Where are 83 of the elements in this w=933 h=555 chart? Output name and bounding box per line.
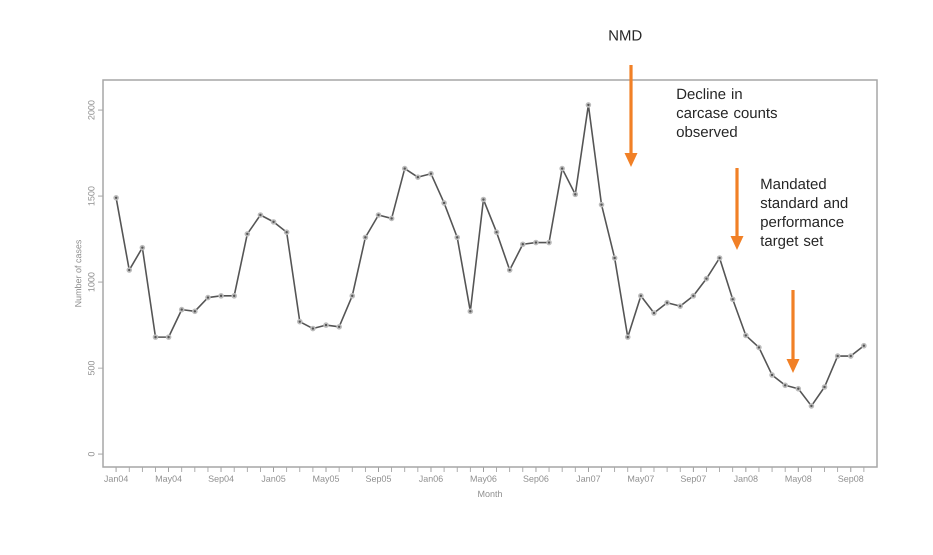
x-tick-label: May05 — [313, 476, 340, 484]
x-tick-label: Sep06 — [523, 476, 548, 484]
point — [441, 200, 447, 206]
point — [310, 326, 316, 332]
point — [822, 384, 828, 390]
y-tick-label: 1500 — [88, 186, 94, 206]
y-tick-label: 2000 — [88, 100, 94, 120]
point — [612, 255, 618, 261]
point — [376, 212, 382, 218]
point — [795, 386, 802, 392]
x-tick-label: May07 — [628, 476, 654, 484]
point — [284, 229, 290, 236]
point — [546, 240, 552, 246]
x-tick-label: May06 — [470, 476, 497, 484]
point — [244, 231, 250, 237]
point — [349, 293, 356, 299]
x-tick-label: May08 — [786, 476, 812, 484]
point — [638, 293, 644, 299]
x-tick-label: Sep05 — [366, 476, 392, 484]
y-axis-title: Number of cases — [74, 240, 82, 307]
x-axis-title: Month — [478, 490, 502, 498]
point — [270, 219, 276, 225]
annotation: Mandated standard and performance target set — [760, 178, 848, 249]
point — [192, 308, 198, 314]
point — [559, 166, 565, 172]
point — [402, 166, 408, 172]
x-tick-label: May04 — [156, 476, 182, 484]
point — [651, 310, 657, 316]
point — [362, 234, 368, 240]
point — [454, 234, 460, 240]
x-tick-label: Jan06 — [418, 476, 443, 482]
point — [572, 192, 578, 198]
point — [848, 353, 854, 359]
x-tick-label: Jan04 — [104, 476, 128, 482]
point — [598, 202, 604, 208]
point — [415, 174, 421, 180]
y-tick-label: 1000 — [88, 272, 94, 292]
point — [258, 212, 264, 218]
x-tick-label: Jan08 — [734, 476, 758, 482]
x-tick-label: Sep08 — [838, 476, 864, 484]
text: NMD — [609, 30, 642, 40]
point — [506, 267, 512, 273]
point — [152, 334, 158, 340]
point — [428, 170, 434, 177]
x-tick-label: Jan05 — [261, 476, 286, 482]
point — [533, 240, 539, 246]
point — [494, 229, 500, 236]
x-tick-label: Sep07 — [680, 476, 706, 484]
point — [586, 102, 592, 108]
y-tick-label: 0 — [88, 452, 94, 456]
annotation: Decline in carcase counts observed — [676, 88, 777, 138]
point — [323, 322, 329, 328]
point — [861, 342, 867, 349]
point — [664, 300, 670, 306]
point — [336, 324, 342, 330]
point — [218, 293, 224, 299]
x-tick-label: Jan07 — [576, 476, 600, 482]
point — [166, 334, 172, 340]
point — [769, 372, 775, 378]
point — [677, 303, 684, 309]
point — [782, 382, 788, 388]
point — [756, 344, 762, 350]
point — [205, 294, 211, 300]
point — [178, 306, 185, 312]
y-tick-label: 500 — [88, 360, 94, 376]
point — [388, 216, 394, 222]
point — [520, 241, 526, 248]
x-tick-label: Sep04 — [208, 476, 234, 484]
point — [704, 276, 710, 282]
point — [834, 353, 840, 359]
point — [126, 267, 132, 273]
point — [468, 308, 474, 314]
point — [808, 403, 814, 409]
point — [743, 332, 749, 338]
point — [624, 334, 631, 340]
point — [113, 195, 119, 201]
point — [690, 293, 696, 299]
point — [730, 296, 736, 302]
point — [716, 255, 722, 261]
point — [140, 244, 146, 250]
point — [296, 318, 303, 324]
point — [231, 293, 237, 299]
point — [480, 196, 486, 202]
